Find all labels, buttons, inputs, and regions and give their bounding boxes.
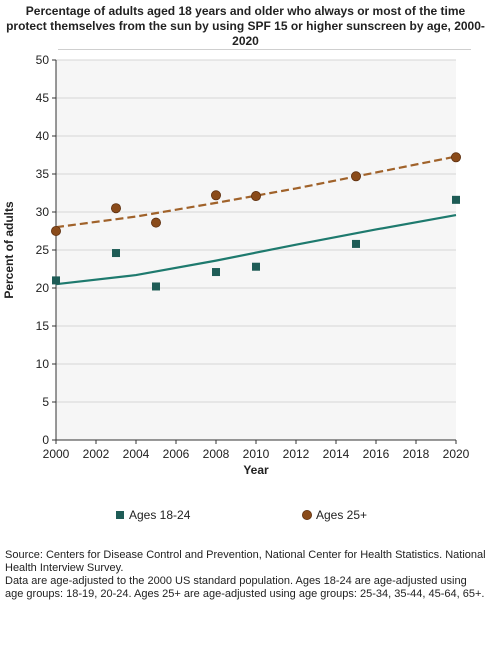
title-divider (58, 49, 471, 50)
x-tick-label: 2020 (443, 447, 470, 461)
point-ages-25-plus-2000 (51, 225, 62, 236)
y-tick-label: 10 (36, 357, 50, 371)
axes: 0 5 10 15 20 25 30 35 40 45 50 2000 2002 2004 2006 2008… (36, 53, 470, 461)
y-tick-label: 30 (36, 205, 50, 219)
x-tick-label: 2002 (83, 447, 110, 461)
x-tick-label: 2008 (203, 447, 230, 461)
y-tick-label: 20 (36, 281, 50, 295)
point-ages-25-plus-2008 (210, 190, 221, 201)
y-tick-label: 40 (36, 129, 50, 143)
legend-marker-ages-18-24 (116, 511, 124, 519)
trend-lines (55, 155, 457, 286)
x-tick-label: 2012 (283, 447, 310, 461)
chart-notes: Source: Centers for Disease Control and … (5, 549, 486, 601)
source-note: Source: Centers for Disease Control and … (5, 549, 486, 574)
x-tick-label: 2000 (43, 447, 70, 461)
data-points (51, 152, 461, 291)
point-ages-25-plus-2015 (350, 171, 361, 182)
y-tick-label: 15 (36, 319, 50, 333)
legend-label: Ages 18-24 (129, 508, 191, 522)
trend-line-ages-25-plus (55, 155, 457, 229)
point-ages-25-plus-2003 (111, 203, 122, 214)
point-ages-18-24-2015 (352, 239, 360, 248)
legend: Ages 18-24 Ages 25+ (116, 508, 367, 522)
point-ages-25-plus-2005 (150, 217, 161, 228)
y-tick-label: 45 (36, 91, 50, 105)
point-ages-18-24-2008 (212, 268, 220, 277)
chart-title: Percentage of adults aged 18 years and o… (6, 4, 485, 48)
y-tick-label: 50 (36, 53, 50, 67)
legend-label: Ages 25+ (316, 508, 367, 522)
y-axis-label: Percent of adults (2, 201, 16, 299)
x-tick-label: 2004 (123, 447, 150, 461)
x-tick-label: 2016 (363, 447, 390, 461)
point-ages-18-24-2020 (452, 195, 460, 204)
point-ages-25-plus-2020 (450, 152, 461, 163)
x-tick-label: 2018 (403, 447, 430, 461)
x-tick-label: 2010 (243, 447, 270, 461)
sunscreen-chart: 0 5 10 15 20 25 30 35 40 45 50 2000 2002 2004 2006 2008… (2, 53, 470, 522)
y-tick-label: 25 (36, 243, 50, 257)
x-tick-label: 2006 (163, 447, 190, 461)
point-ages-18-24-2010 (252, 262, 260, 271)
point-ages-18-24-2005 (152, 282, 160, 291)
grid-lines (56, 59, 456, 403)
x-axis-label: Year (243, 463, 269, 477)
y-tick-label: 5 (42, 395, 49, 409)
adjustment-note: Data are age-adjusted to the 2000 US sta… (5, 575, 485, 600)
legend-marker-ages-25-plus (301, 509, 312, 520)
point-ages-25-plus-2010 (250, 191, 261, 202)
y-tick-label: 35 (36, 167, 50, 181)
point-ages-18-24-2003 (112, 249, 120, 258)
trend-line-ages-18-24 (55, 213, 457, 286)
y-tick-label: 0 (42, 433, 49, 447)
x-tick-label: 2014 (323, 447, 350, 461)
point-ages-18-24-2000 (52, 276, 60, 285)
